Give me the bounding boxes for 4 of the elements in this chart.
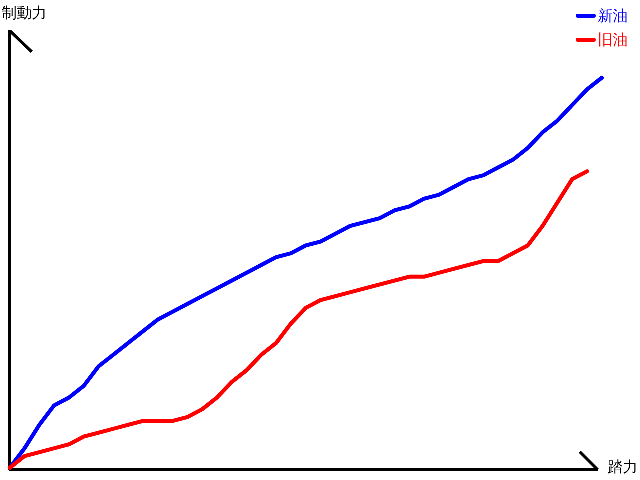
legend-label: 旧油	[598, 31, 628, 49]
legend-label: 新油	[598, 7, 628, 25]
x-axis-title: 踏力	[608, 458, 638, 476]
y-axis-title: 制動力	[2, 4, 47, 22]
